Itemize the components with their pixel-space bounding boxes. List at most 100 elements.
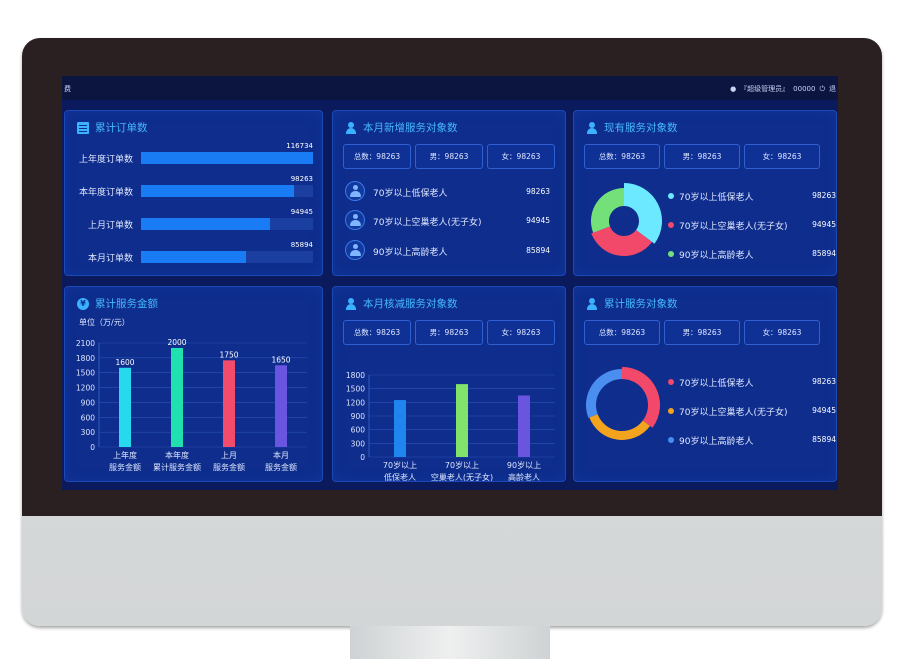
x-tick-label: 本月: [273, 450, 289, 460]
bar-data-label: 2000: [167, 338, 186, 347]
legend-label: 90岁以上高龄老人: [679, 437, 754, 447]
topbar-left-text: 费: [64, 85, 71, 93]
order-row-value: 85894: [290, 241, 313, 249]
order-bar-fill: [141, 251, 246, 263]
legend-dot: [668, 408, 674, 414]
y-tick-label: 300: [81, 428, 96, 437]
panel-amount: ¥ 累计服务金额 单位（万/元） 0 300 600 900 1200 1500 1800 21…: [64, 286, 323, 482]
bar-data-label: 1600: [115, 358, 134, 367]
yen-icon: ¥: [77, 297, 89, 310]
x-tick-label: 低保老人: [384, 472, 416, 481]
legend-label: 70岁以上低保老人: [679, 379, 754, 389]
x-tick-label: 上月: [221, 451, 237, 460]
panel-new-clients: 本月新增服务对象数 总数：98263 男：98263 女：98263 70岁以上…: [332, 110, 566, 276]
bar: [119, 367, 131, 447]
x-tick-label: 90岁以上: [507, 460, 541, 470]
donut-slice: [624, 183, 662, 244]
order-row-label: 上年度订单数: [78, 155, 133, 165]
legend-dot: [668, 222, 674, 228]
y-tick-label: 600: [81, 413, 96, 422]
legend-item: 70岁以上空巢老人(无子女) 94945: [668, 218, 836, 232]
y-tick-label: 1500: [76, 369, 95, 378]
order-bar-track: 94945: [141, 208, 313, 230]
user-role[interactable]: 『超级管理员』: [740, 85, 790, 93]
x-tick-label: 上年度: [113, 450, 137, 460]
legend-value: 85894: [812, 249, 836, 258]
panel-orders-title: 累计订单数: [77, 120, 148, 135]
donut-slice: [591, 226, 653, 256]
bar: [171, 347, 183, 447]
y-tick-label: 900: [81, 398, 96, 407]
user-id: 00000: [793, 85, 816, 93]
power-icon[interactable]: ⏻: [819, 84, 825, 93]
user-area: ● 『超级管理员』 00000 ⏻ 退: [730, 84, 836, 94]
total-clients-stats: 总数：98263 男：98263 女：98263: [584, 320, 820, 345]
elder-icon: [345, 240, 365, 260]
elder-icon: [345, 181, 365, 201]
y-tick-label: 0: [360, 453, 365, 462]
bar: [223, 360, 235, 447]
order-bar-fill: [141, 152, 313, 164]
user-icon: [586, 297, 598, 310]
order-row-value: 94945: [290, 208, 313, 216]
total-clients-ring: [586, 367, 660, 440]
stat-total: 总数：98263: [584, 320, 660, 345]
x-tick-label: 本年度: [165, 450, 189, 460]
order-bar-track: 116734: [141, 142, 313, 164]
top-bar: 费 ● 『超级管理员』 00000 ⏻ 退: [62, 76, 838, 100]
legend-label: 70岁以上空巢老人(无子女): [679, 222, 788, 232]
panel-current-clients-title: 现有服务对象数: [586, 120, 678, 135]
stat-total: 总数：98263: [584, 144, 660, 169]
panel-verified-title: 本月核减服务对象数: [345, 296, 458, 311]
new-clients-stats: 总数：98263 男：98263 女：98263: [343, 144, 555, 169]
y-tick-label: 1200: [346, 398, 365, 407]
y-axis-label: 单位（万/元）: [79, 317, 130, 327]
stat-male: 男：98263: [664, 144, 740, 169]
x-tick-label: 累计服务金额: [153, 462, 201, 472]
logout-link[interactable]: 退: [829, 85, 836, 93]
y-tick-label: 300: [351, 439, 366, 448]
bar-data-label: 1750: [219, 350, 238, 359]
y-tick-label: 1800: [346, 371, 365, 380]
stat-male: 男：98263: [664, 320, 740, 345]
order-row-label: 上月订单数: [87, 221, 133, 231]
user-icon: ●: [730, 85, 737, 93]
list-icon: [77, 121, 89, 134]
y-tick-label: 1800: [76, 354, 95, 363]
order-row: 本月订单数 85894: [65, 241, 313, 264]
elder-icon: [345, 210, 365, 230]
legend-item: 90岁以上高龄老人 85894: [668, 247, 836, 261]
current-clients-stats: 总数：98263 男：98263 女：98263: [584, 144, 820, 169]
legend-dot: [668, 251, 674, 257]
donut-slice: [622, 367, 660, 428]
list-item: 90岁以上高龄老人 85894: [345, 240, 550, 262]
order-row-value: 116734: [286, 142, 313, 150]
stat-male: 男：98263: [415, 144, 483, 169]
verified-stats: 总数：98263 男：98263 女：98263: [343, 320, 555, 345]
order-bar-fill: [141, 218, 270, 230]
legend-value: 94945: [812, 220, 836, 229]
order-bar-track: 85894: [141, 241, 313, 263]
user-icon: [345, 297, 357, 310]
order-row: 本年度订单数 98263: [65, 175, 313, 198]
legend-item: 90岁以上高龄老人 85894: [668, 433, 836, 447]
donut-slice: [589, 414, 651, 440]
stat-female: 女：98263: [744, 144, 820, 169]
bar: [394, 400, 406, 457]
legend-label: 70岁以上空巢老人(无子女): [679, 408, 788, 418]
order-row: 上月订单数 94945: [65, 208, 313, 231]
verified-bar-chart: 0 300 600 900 1200 1500 1800 70岁以上低保老人 70岁以上空巢老人…: [346, 371, 555, 481]
user-icon: [345, 121, 357, 134]
bar: [518, 395, 530, 457]
panel-orders: 累计订单数 上年度订单数 116734 本年度订单数 98263 上月订单数 94945 本…: [64, 110, 323, 276]
user-icon: [586, 121, 598, 134]
monitor-stand: [350, 626, 550, 659]
legend-value: 94945: [812, 406, 836, 415]
order-row-label: 本月订单数: [87, 254, 133, 264]
legend-item: 70岁以上空巢老人(无子女) 94945: [668, 404, 836, 418]
legend-value: 85894: [812, 435, 836, 444]
legend-dot: [668, 437, 674, 443]
panel-verified: 本月核减服务对象数 总数：98263 男：98263 女：98263 0 300 6…: [332, 286, 566, 482]
y-tick-label: 1500: [346, 385, 365, 394]
bar: [275, 365, 287, 447]
